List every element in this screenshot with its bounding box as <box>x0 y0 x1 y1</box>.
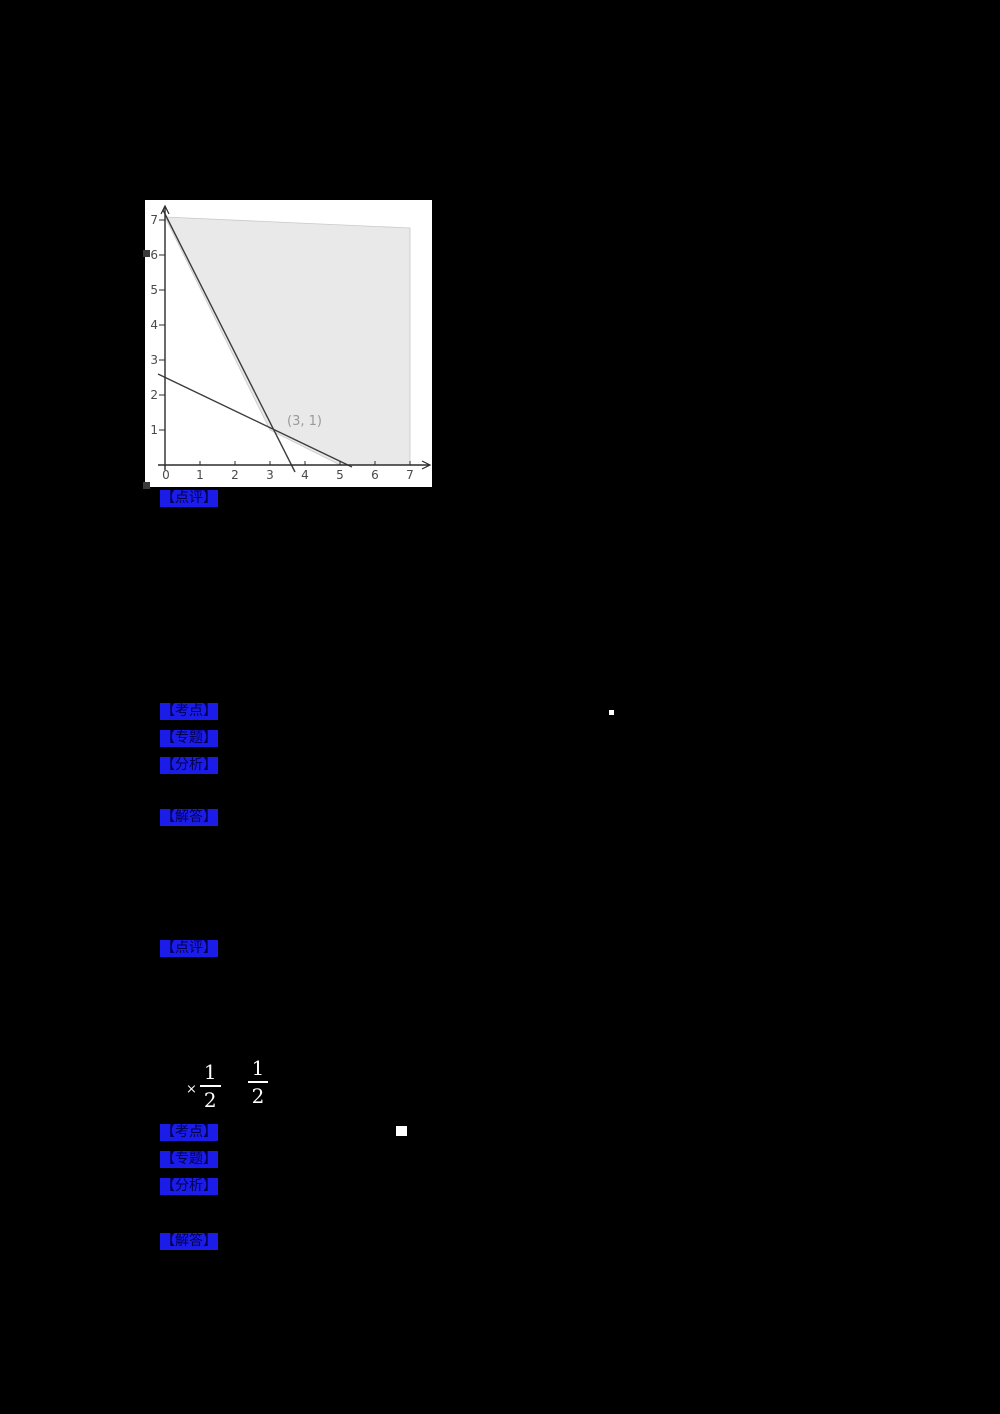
x-tick-6: 6 <box>371 468 379 482</box>
y-tick-6: 6 <box>150 248 158 262</box>
y-axis-ticks <box>159 219 165 431</box>
line-2x-plus-y-7 <box>162 209 296 473</box>
y-tick-7: 7 <box>150 213 158 227</box>
white-dot-artifact <box>609 710 614 715</box>
y-tick-labels: 1 2 3 4 5 6 7 <box>150 213 158 437</box>
label-keypoints-2: 【考点】 <box>160 1124 218 1141</box>
label-analysis-2: 【分析】 <box>160 1178 218 1195</box>
fraction-denominator: 2 <box>203 1088 217 1112</box>
y-tick-1: 1 <box>150 423 158 437</box>
fraction-one-half-1: 1 2 <box>199 1060 221 1112</box>
math-expression: × 1 2 1 2 <box>186 1056 269 1112</box>
white-square-artifact <box>396 1126 407 1136</box>
x-tick-4: 4 <box>301 468 309 482</box>
x-tick-5: 5 <box>336 468 344 482</box>
y-axis-arrow-icon <box>160 204 170 215</box>
label-topic-1: 【专题】 <box>160 730 218 747</box>
label-solution-1: 【解答】 <box>160 809 218 826</box>
feasible-region-graph: 0 1 2 3 4 5 6 7 1 2 3 4 5 6 7 (3, 1) <box>143 200 432 489</box>
label-solution-2: 【解答】 <box>160 1233 218 1250</box>
selection-handle <box>143 250 150 257</box>
x-tick-labels: 0 1 2 3 4 5 6 7 <box>162 468 414 482</box>
x-tick-0: 0 <box>162 468 170 482</box>
fraction-numerator: 1 <box>199 1060 221 1087</box>
fraction-one-half-2: 1 2 <box>247 1056 269 1108</box>
label-analysis-1: 【分析】 <box>160 757 218 774</box>
x-tick-1: 1 <box>196 468 204 482</box>
x-axis-ticks <box>199 461 411 465</box>
label-comment-2: 【点评】 <box>160 940 218 957</box>
y-tick-5: 5 <box>150 283 158 297</box>
multiply-operator: × <box>186 1081 197 1097</box>
fraction-numerator: 1 <box>247 1056 269 1083</box>
selection-handle <box>143 482 150 489</box>
x-tick-7: 7 <box>406 468 414 482</box>
label-comment-1: 【点评】 <box>160 490 218 507</box>
y-tick-3: 3 <box>150 353 158 367</box>
x-axis-arrow-icon <box>421 460 432 470</box>
label-topic-2: 【专题】 <box>160 1151 218 1168</box>
y-tick-2: 2 <box>150 388 158 402</box>
line-x-plus-2y-5 <box>157 373 353 468</box>
y-tick-4: 4 <box>150 318 158 332</box>
point-label-3-1: (3, 1) <box>287 414 322 429</box>
graph-svg: 0 1 2 3 4 5 6 7 1 2 3 4 5 6 7 (3, 1) <box>150 204 432 482</box>
label-keypoints-1: 【考点】 <box>160 703 218 720</box>
x-tick-3: 3 <box>266 468 274 482</box>
x-tick-2: 2 <box>231 468 239 482</box>
fraction-denominator: 2 <box>251 1084 265 1108</box>
